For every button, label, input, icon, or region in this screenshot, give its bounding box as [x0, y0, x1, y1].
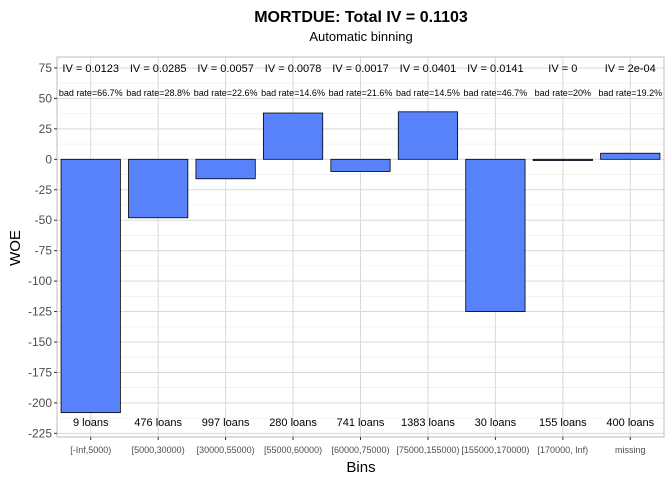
- woe-bar: [465, 158, 526, 312]
- woe-bar: [600, 152, 661, 160]
- bad-rate-label: bad rate=19.2%: [598, 88, 662, 98]
- iv-label: IV = 0.0285: [130, 63, 187, 75]
- x-tick-label: [170000, Inf): [538, 445, 589, 455]
- iv-label: IV = 2e-04: [605, 63, 656, 75]
- annotation-labels: IV = 0.0123 IV = 0.0285 IV = 0.0057 IV = 0.…: [59, 63, 662, 429]
- bad-rate-label: bad rate=66.7%: [59, 88, 123, 98]
- woe-bar: [195, 158, 256, 180]
- loan-count-label: 9 loans: [73, 417, 109, 429]
- x-tick-label: [60000,75000): [331, 445, 389, 455]
- y-tick-label: -225: [28, 426, 52, 440]
- iv-label: IV = 0.0123: [62, 63, 119, 75]
- x-axis-title: Bins: [346, 459, 375, 476]
- y-axis-ticks: 75 50 25 0 -25 -50 -75 -100 -125 -150 -175 -200 -225: [28, 61, 57, 440]
- x-axis-ticks: [-Inf,5000) [5000,30000) [30000,55000) [550…: [70, 437, 646, 455]
- chart-subtitle: Automatic binning: [309, 29, 412, 44]
- x-tick-label: missing: [615, 445, 646, 455]
- y-tick-label: 0: [45, 152, 52, 166]
- woe-bar: [128, 158, 189, 219]
- iv-label: IV = 0.0017: [332, 63, 389, 75]
- x-tick-label: [5000,30000): [132, 445, 185, 455]
- loan-count-label: 155 loans: [539, 417, 587, 429]
- y-tick-label: -25: [35, 183, 53, 197]
- x-tick-label: [75000,155000): [396, 445, 459, 455]
- x-tick-label: [155000,170000): [461, 445, 529, 455]
- y-tick-label: -100: [28, 274, 52, 288]
- woe-bar: [262, 112, 324, 160]
- bad-rate-label: bad rate=20%: [535, 88, 591, 98]
- bad-rate-label: bad rate=22.6%: [194, 88, 258, 98]
- grid-layer: [57, 57, 664, 437]
- y-tick-label: 25: [39, 122, 53, 136]
- y-tick-label: 75: [39, 61, 53, 75]
- woe-bar: [330, 158, 391, 172]
- y-tick-label: -175: [28, 365, 52, 379]
- iv-label: IV = 0.0401: [400, 63, 457, 75]
- loan-count-label: 476 loans: [134, 417, 182, 429]
- y-tick-label: 50: [39, 91, 53, 105]
- bad-rate-label: bad rate=14.5%: [396, 88, 460, 98]
- y-tick-label: -200: [28, 396, 52, 410]
- x-tick-label: [55000,60000): [264, 445, 322, 455]
- woe-bar: [397, 111, 459, 160]
- chart-title: MORTDUE: Total IV = 0.1103: [254, 9, 468, 26]
- bar-layer: [60, 111, 661, 414]
- iv-label: IV = 0.0141: [467, 63, 524, 75]
- loan-count-label: 997 loans: [202, 417, 250, 429]
- loan-count-label: 30 loans: [475, 417, 517, 429]
- loan-count-label: 280 loans: [269, 417, 317, 429]
- iv-label: IV = 0.0057: [197, 63, 254, 75]
- y-tick-label: -150: [28, 335, 52, 349]
- bad-rate-label: bad rate=14.6%: [261, 88, 325, 98]
- iv-label: IV = 0.0078: [265, 63, 322, 75]
- y-tick-label: -75: [35, 244, 53, 258]
- x-tick-label: [30000,55000): [197, 445, 255, 455]
- y-tick-label: -125: [28, 305, 52, 319]
- woe-bar: [60, 158, 121, 414]
- loan-count-label: 400 loans: [606, 417, 654, 429]
- woe-bar: [532, 158, 593, 161]
- x-tick-label: [-Inf,5000): [70, 445, 111, 455]
- y-tick-label: -50: [35, 213, 53, 227]
- y-axis-title: WOE: [7, 230, 24, 266]
- loan-count-label: 741 loans: [337, 417, 385, 429]
- iv-label: IV = 0: [548, 63, 577, 75]
- loan-count-label: 1383 loans: [401, 417, 455, 429]
- bad-rate-label: bad rate=28.8%: [126, 88, 190, 98]
- bad-rate-label: bad rate=21.6%: [329, 88, 393, 98]
- bad-rate-label: bad rate=46.7%: [463, 88, 527, 98]
